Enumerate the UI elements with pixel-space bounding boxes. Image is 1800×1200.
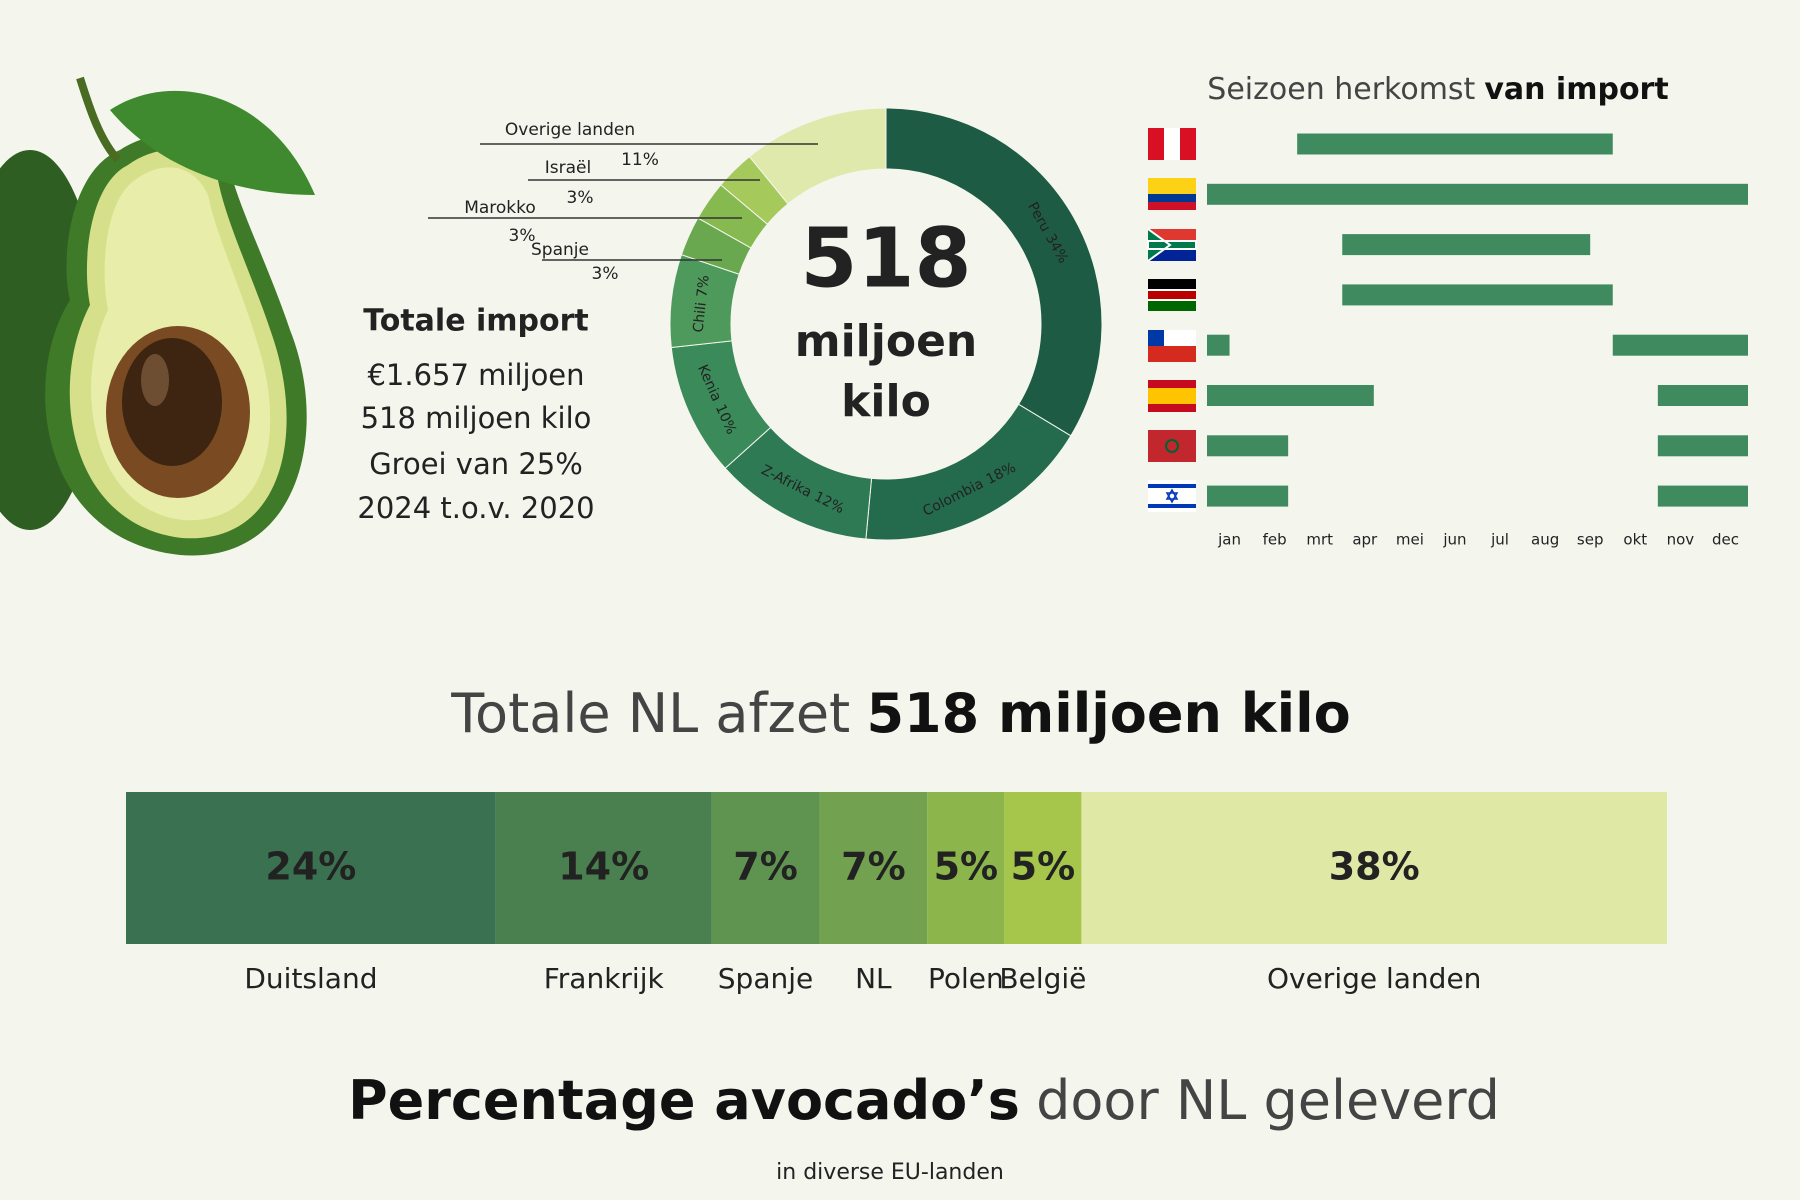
segment-value-label: 11%	[621, 150, 659, 170]
flags	[1147, 128, 1197, 512]
value-label: 7%	[733, 845, 798, 889]
x-tick-label: aug	[1531, 531, 1559, 549]
segment-name: Chili	[691, 301, 710, 333]
x-tick-label: sep	[1577, 531, 1604, 549]
season-bar	[1207, 183, 1748, 205]
x-tick-label: feb	[1263, 531, 1287, 549]
segment-value-label: 3%	[567, 188, 594, 208]
season-bar	[1207, 435, 1289, 457]
stacked-segment	[1004, 792, 1082, 944]
flag	[1148, 128, 1196, 160]
season-bar	[1612, 334, 1748, 356]
x-tick-label: jul	[1490, 531, 1509, 549]
title: Seizoen herkomst van import	[1207, 72, 1668, 107]
flag	[1148, 178, 1196, 210]
value-label: 38%	[1329, 845, 1420, 889]
center-label: miljoen	[795, 316, 978, 367]
segment-value-label: 3%	[592, 264, 619, 284]
value-label: 5%	[1011, 845, 1076, 889]
donut-segment	[885, 107, 1103, 437]
category-label: België	[999, 962, 1086, 995]
title-part: Percentage avocado’s	[348, 1069, 1020, 1132]
value-label: 5%	[934, 845, 999, 889]
stacked-segment	[711, 792, 820, 944]
segment-label: Spanje	[531, 240, 589, 260]
season-bar	[1657, 485, 1748, 507]
season-bar	[1207, 334, 1230, 356]
season-bar	[1297, 133, 1613, 155]
center-label: 518	[800, 211, 971, 306]
stacked-segment	[819, 792, 928, 944]
title: Totale NL afzet 518 miljoen kilo	[450, 682, 1351, 745]
segment-label: Chili 7%	[691, 274, 713, 333]
flag	[1148, 380, 1196, 412]
x-tick-label: mei	[1396, 531, 1424, 549]
donut-segment	[748, 107, 887, 205]
segment-value-label: 3%	[509, 226, 536, 246]
stacked-segment	[927, 792, 1005, 944]
center-label: kilo	[841, 376, 931, 427]
segment-label: Israël	[545, 158, 591, 178]
info-line: Groei van 25%	[369, 447, 583, 481]
flag	[1148, 279, 1196, 311]
x-tick-label: dec	[1712, 531, 1739, 549]
flag	[1148, 480, 1196, 512]
info-title: Totale import	[363, 304, 589, 339]
stacked-segment	[126, 792, 496, 944]
x-tick-label: nov	[1667, 531, 1695, 549]
x-tick-label: okt	[1623, 531, 1647, 549]
title: Percentage avocado’s door NL geleverd	[348, 1069, 1500, 1132]
segment-label: Marokko	[464, 198, 536, 218]
flag	[1148, 330, 1196, 362]
title-part: van import	[1484, 72, 1668, 107]
category-label: Frankrijk	[544, 962, 665, 995]
category-label: NL	[855, 962, 892, 995]
category-label: Overige landen	[1267, 962, 1481, 995]
x-tick-label: mrt	[1306, 531, 1333, 549]
value-label: 14%	[558, 845, 649, 889]
avocado-stem	[76, 76, 122, 163]
title-part: door NL geleverd	[1036, 1069, 1500, 1132]
category-label: Duitsland	[244, 962, 377, 995]
category-label: Spanje	[718, 962, 813, 995]
season-bar	[1207, 385, 1374, 406]
info-line: €1.657 miljoen	[367, 358, 584, 392]
value-label: 24%	[265, 845, 356, 889]
season-bar	[1342, 284, 1613, 306]
avocado-pit-shine	[141, 354, 169, 406]
info-line: 2024 t.o.v. 2020	[357, 491, 594, 525]
title-part: Totale NL afzet	[450, 682, 850, 745]
avocado-illustration	[0, 76, 315, 556]
season-bar	[1657, 385, 1748, 406]
season-bar	[1207, 485, 1289, 507]
x-tick-label: jan	[1217, 531, 1241, 549]
segment-label: Overige landen	[505, 120, 635, 140]
title-part: 518 miljoen kilo	[866, 682, 1350, 745]
flag	[1147, 228, 1197, 262]
info-line: 518 miljoen kilo	[361, 401, 592, 435]
avocado-pit-shade	[122, 338, 222, 466]
stacked-segment	[1081, 792, 1667, 944]
segment-value-label: 7%	[694, 274, 712, 298]
title-part: Seizoen herkomst	[1207, 72, 1475, 107]
category-label: Polen	[928, 962, 1004, 995]
season-bar	[1657, 435, 1748, 457]
x-tick-label: apr	[1352, 531, 1378, 549]
avocado-leaf	[110, 90, 315, 195]
stacked-segment	[495, 792, 712, 944]
x-tick-label: jun	[1442, 531, 1466, 549]
season-bar	[1342, 234, 1591, 256]
value-label: 7%	[841, 845, 906, 889]
flag	[1148, 430, 1196, 462]
footer-subtitle: in diverse EU-landen	[776, 1160, 1004, 1185]
